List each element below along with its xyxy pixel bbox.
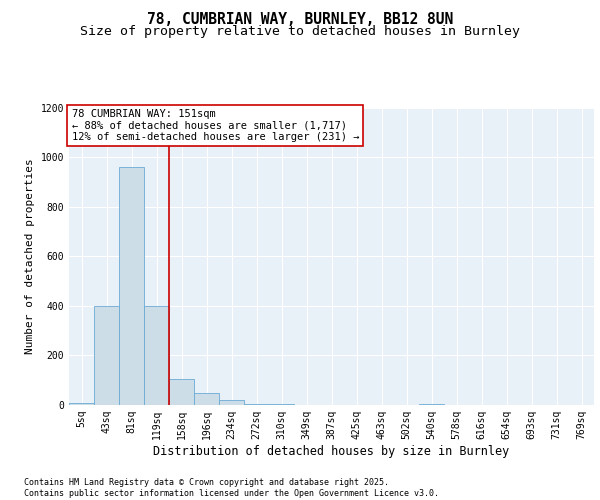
Text: Contains HM Land Registry data © Crown copyright and database right 2025.
Contai: Contains HM Land Registry data © Crown c…: [24, 478, 439, 498]
Text: 78, CUMBRIAN WAY, BURNLEY, BB12 8UN: 78, CUMBRIAN WAY, BURNLEY, BB12 8UN: [147, 12, 453, 28]
Bar: [69, 402, 94, 405]
Text: 78 CUMBRIAN WAY: 151sqm
← 88% of detached houses are smaller (1,717)
12% of semi: 78 CUMBRIAN WAY: 151sqm ← 88% of detache…: [71, 109, 359, 142]
Bar: [219, 400, 244, 405]
Bar: [119, 167, 144, 405]
Text: Size of property relative to detached houses in Burnley: Size of property relative to detached ho…: [80, 25, 520, 38]
X-axis label: Distribution of detached houses by size in Burnley: Distribution of detached houses by size …: [154, 445, 509, 458]
Bar: [194, 392, 219, 405]
Bar: [94, 306, 119, 405]
Bar: [169, 379, 194, 405]
Bar: [419, 404, 444, 405]
Y-axis label: Number of detached properties: Number of detached properties: [25, 158, 35, 354]
Bar: [269, 404, 294, 405]
Bar: [244, 404, 269, 405]
Bar: [144, 306, 169, 405]
